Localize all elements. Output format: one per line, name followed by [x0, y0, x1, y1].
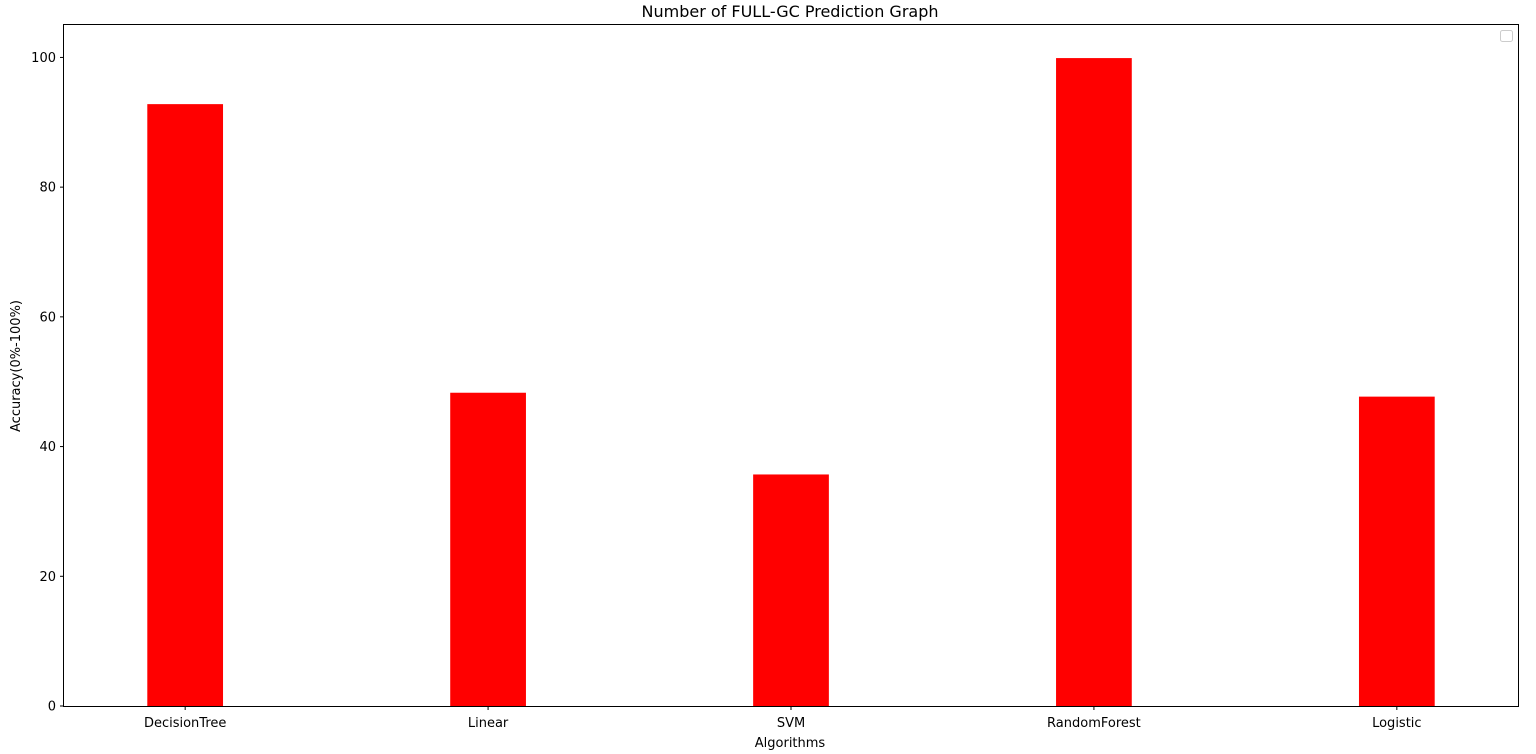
y-axis: 0 20 40 60 80 100 [31, 51, 64, 715]
legend-box [1500, 30, 1513, 42]
bars-layer [147, 58, 1435, 706]
y-tick-label: 100 [31, 51, 56, 66]
chart-title: Number of FULL-GC Prediction Graph [642, 2, 939, 21]
bar-logistic [1358, 396, 1435, 706]
y-tick-label: 80 [39, 181, 56, 196]
x-tick-label: RandomForest [1047, 716, 1141, 731]
bar-decisiontree [147, 104, 224, 706]
y-axis-label: Accuracy(0%-100%) [9, 300, 24, 432]
x-tick-label: Logistic [1372, 716, 1421, 731]
bar-svm [753, 474, 829, 706]
bar-randomforest [1056, 58, 1132, 706]
x-tick-label: DecisionTree [144, 716, 226, 731]
y-tick-label: 0 [48, 700, 56, 715]
x-tick-label: SVM [777, 716, 805, 731]
y-tick-label: 60 [39, 310, 56, 325]
x-axis: DecisionTree Linear SVM RandomForest Logisti… [144, 706, 1422, 731]
x-tick-label: Linear [468, 716, 509, 731]
bar-linear [450, 392, 526, 706]
x-axis-label: Algorithms [755, 736, 826, 751]
y-tick-label: 40 [39, 440, 56, 455]
y-tick-label: 20 [39, 570, 56, 585]
